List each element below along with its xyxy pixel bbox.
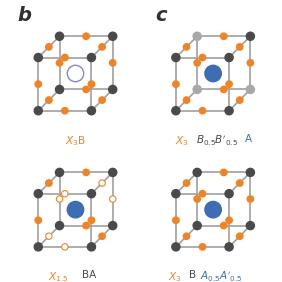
Circle shape xyxy=(99,97,105,103)
Text: c: c xyxy=(155,6,167,25)
Circle shape xyxy=(34,54,42,61)
Circle shape xyxy=(221,169,227,176)
Circle shape xyxy=(99,44,105,50)
Circle shape xyxy=(34,243,42,251)
Circle shape xyxy=(193,222,201,230)
Circle shape xyxy=(225,190,233,198)
Circle shape xyxy=(221,86,227,92)
Circle shape xyxy=(67,65,84,82)
Circle shape xyxy=(172,190,180,198)
Circle shape xyxy=(205,65,221,82)
Circle shape xyxy=(46,180,52,186)
Circle shape xyxy=(226,81,232,87)
Circle shape xyxy=(247,60,254,66)
Circle shape xyxy=(173,217,179,223)
Circle shape xyxy=(67,201,84,218)
Circle shape xyxy=(87,54,96,61)
Circle shape xyxy=(83,169,89,176)
Circle shape xyxy=(205,201,221,218)
Circle shape xyxy=(109,32,117,40)
Circle shape xyxy=(34,190,42,198)
Text: $X_3$B: $X_3$B xyxy=(65,134,85,148)
Circle shape xyxy=(83,33,89,39)
Circle shape xyxy=(194,60,200,66)
Circle shape xyxy=(46,44,52,50)
Circle shape xyxy=(225,107,233,115)
Circle shape xyxy=(246,85,254,94)
Circle shape xyxy=(194,196,200,202)
Circle shape xyxy=(183,233,190,239)
Circle shape xyxy=(46,233,52,239)
Circle shape xyxy=(172,54,180,61)
Circle shape xyxy=(183,97,190,103)
Circle shape xyxy=(46,97,52,103)
Text: $X_3$: $X_3$ xyxy=(175,134,189,148)
Text: $A_{0.5}A'_{0.5}$: $A_{0.5}A'_{0.5}$ xyxy=(200,270,243,282)
Circle shape xyxy=(246,222,254,230)
Circle shape xyxy=(56,222,63,230)
Circle shape xyxy=(56,196,63,202)
Circle shape xyxy=(87,243,96,251)
Circle shape xyxy=(226,217,232,223)
Circle shape xyxy=(87,107,96,115)
Circle shape xyxy=(247,196,254,202)
Circle shape xyxy=(56,32,63,40)
Circle shape xyxy=(87,190,96,198)
Text: B: B xyxy=(189,270,196,280)
Circle shape xyxy=(62,54,68,61)
Circle shape xyxy=(99,233,105,239)
Circle shape xyxy=(221,33,227,39)
Text: b: b xyxy=(17,6,32,25)
Circle shape xyxy=(183,44,190,50)
Circle shape xyxy=(62,107,68,114)
Circle shape xyxy=(88,81,95,87)
Circle shape xyxy=(193,168,201,177)
Circle shape xyxy=(246,168,254,177)
Circle shape xyxy=(109,168,117,177)
Circle shape xyxy=(35,217,41,223)
Circle shape xyxy=(237,180,243,186)
Text: BA: BA xyxy=(82,270,97,280)
Circle shape xyxy=(237,97,243,103)
Circle shape xyxy=(56,60,63,66)
Circle shape xyxy=(83,222,89,229)
Text: $X_3$: $X_3$ xyxy=(168,270,182,282)
Circle shape xyxy=(199,244,206,250)
Text: $B_{0.5}B'_{0.5}$: $B_{0.5}B'_{0.5}$ xyxy=(196,134,238,148)
Circle shape xyxy=(56,85,63,94)
Circle shape xyxy=(221,222,227,229)
Circle shape xyxy=(109,196,116,202)
Circle shape xyxy=(225,54,233,61)
Circle shape xyxy=(83,86,89,92)
Circle shape xyxy=(62,244,68,250)
Circle shape xyxy=(183,180,190,186)
Circle shape xyxy=(199,191,206,197)
Circle shape xyxy=(34,107,42,115)
Circle shape xyxy=(88,217,95,223)
Circle shape xyxy=(172,243,180,251)
Text: $X_{1.5}$: $X_{1.5}$ xyxy=(49,270,69,282)
Circle shape xyxy=(193,32,201,40)
Circle shape xyxy=(225,243,233,251)
Circle shape xyxy=(109,222,117,230)
Circle shape xyxy=(246,32,254,40)
Circle shape xyxy=(56,168,63,177)
Circle shape xyxy=(237,233,243,239)
Text: A: A xyxy=(244,134,252,144)
Circle shape xyxy=(109,85,117,94)
Circle shape xyxy=(199,54,206,61)
Circle shape xyxy=(237,44,243,50)
Circle shape xyxy=(62,191,68,197)
Circle shape xyxy=(199,107,206,114)
Circle shape xyxy=(109,60,116,66)
Circle shape xyxy=(99,180,105,186)
Circle shape xyxy=(173,81,179,87)
Circle shape xyxy=(172,107,180,115)
Circle shape xyxy=(35,81,41,87)
Circle shape xyxy=(193,85,201,94)
